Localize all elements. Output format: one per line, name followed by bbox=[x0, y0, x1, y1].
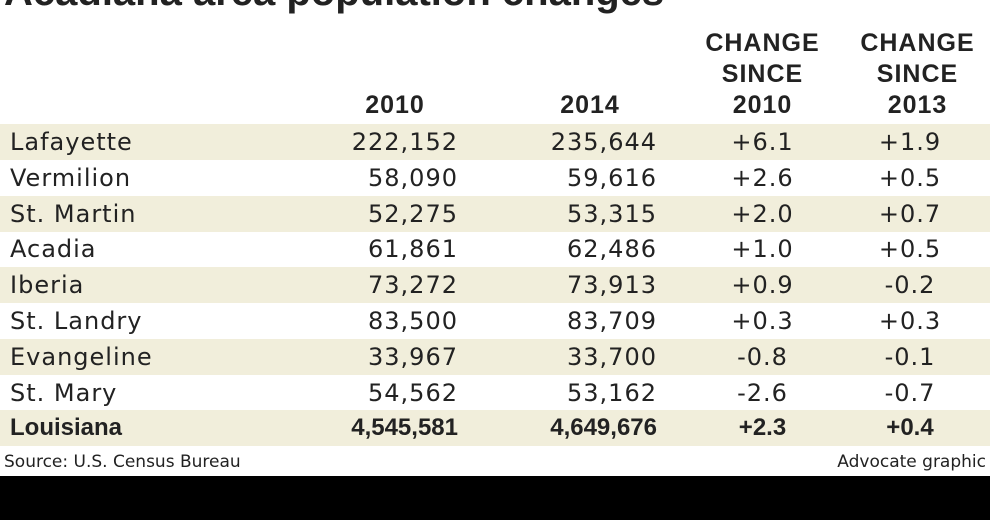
cell-value: -0.1 bbox=[884, 342, 936, 371]
cell-value: +0.3 bbox=[878, 307, 942, 335]
column-header: CHANGE SINCE 2010 bbox=[705, 29, 820, 119]
table-row: St. Landry 83,500 83,709 +0.3 +0.3 bbox=[0, 303, 990, 339]
row-label: St. Landry bbox=[10, 307, 143, 335]
row-label: Lafayette bbox=[10, 128, 133, 156]
row-label: Evangeline bbox=[10, 342, 153, 371]
row-label: Acadia bbox=[10, 235, 97, 264]
table-row: St. Mary 54,562 53,162 -2.6 -0.7 bbox=[0, 375, 990, 411]
table-row: Iberia 73,272 73,913 +0.9 -0.2 bbox=[0, 267, 990, 304]
cell-value: 73,272 bbox=[368, 271, 458, 300]
table-row: Lafayette 222,152 235,644 +6.1 +1.9 bbox=[0, 124, 990, 160]
source: Source: U.S. Census Bureau bbox=[4, 452, 241, 472]
cell-value: 83,709 bbox=[567, 307, 657, 335]
cell-value: -0.2 bbox=[884, 271, 936, 300]
cell-value: +2.3 bbox=[738, 414, 787, 442]
cell-value: 59,616 bbox=[567, 163, 657, 192]
table-row: Acadia 61,861 62,486 +1.0 +0.5 bbox=[0, 231, 990, 267]
row-label: Vermilion bbox=[10, 163, 132, 192]
cell-value: -0.8 bbox=[737, 342, 788, 371]
cell-value: 62,486 bbox=[567, 235, 657, 264]
cell-value: 4,545,581 bbox=[351, 414, 458, 442]
table-row: Evangeline 33,967 33,700 -0.8 -0.1 bbox=[0, 338, 990, 375]
cell-value: +0.4 bbox=[886, 414, 934, 442]
column-header: 2010 bbox=[365, 91, 425, 119]
cell-value: 58,090 bbox=[368, 163, 458, 192]
cell-value: +0.3 bbox=[731, 307, 794, 335]
cell-value: 53,162 bbox=[567, 378, 657, 407]
cell-value: +0.5 bbox=[878, 163, 942, 192]
table-row: Louisiana 4,545,581 4,649,676 +2.3 +0.4 bbox=[0, 410, 990, 447]
cell-value: 222,152 bbox=[351, 128, 458, 156]
table-row: Vermilion 58,090 59,616 +2.6 +0.5 bbox=[0, 160, 990, 196]
row-label: Iberia bbox=[10, 271, 85, 300]
cell-value: -0.7 bbox=[884, 378, 936, 407]
row-label: St. Martin bbox=[10, 199, 137, 228]
cell-value: 61,861 bbox=[368, 235, 458, 264]
cell-value: +0.5 bbox=[878, 235, 942, 264]
cell-value: 52,275 bbox=[368, 199, 458, 228]
cell-value: +1.0 bbox=[731, 235, 794, 264]
cell-value: -2.6 bbox=[737, 378, 788, 407]
bottom-bar bbox=[0, 476, 990, 520]
cell-value: 73,913 bbox=[567, 271, 657, 300]
table-row: St. Martin 52,275 53,315 +2.0 +0.7 bbox=[0, 195, 990, 232]
column-header: 2014 bbox=[560, 91, 620, 119]
title: Acadiana area population changes bbox=[4, 0, 664, 15]
cell-value: +1.9 bbox=[878, 128, 942, 156]
cell-value: +2.6 bbox=[731, 163, 794, 192]
column-header: CHANGE SINCE 2013 bbox=[860, 29, 975, 119]
cell-value: 235,644 bbox=[550, 128, 657, 156]
row-label: St. Mary bbox=[10, 378, 118, 407]
cell-value: +0.9 bbox=[731, 271, 794, 300]
row-label: Louisiana bbox=[10, 414, 123, 442]
cell-value: 54,562 bbox=[368, 378, 458, 407]
cell-value: +0.7 bbox=[878, 199, 942, 228]
cell-value: +2.0 bbox=[731, 199, 794, 228]
cell-value: +6.1 bbox=[731, 128, 794, 156]
cell-value: 4,649,676 bbox=[550, 414, 657, 442]
credit: Advocate graphic bbox=[837, 452, 986, 472]
cell-value: 33,967 bbox=[368, 342, 458, 371]
cell-value: 83,500 bbox=[368, 307, 458, 335]
cell-value: 53,315 bbox=[567, 199, 657, 228]
cell-value: 33,700 bbox=[567, 342, 657, 371]
